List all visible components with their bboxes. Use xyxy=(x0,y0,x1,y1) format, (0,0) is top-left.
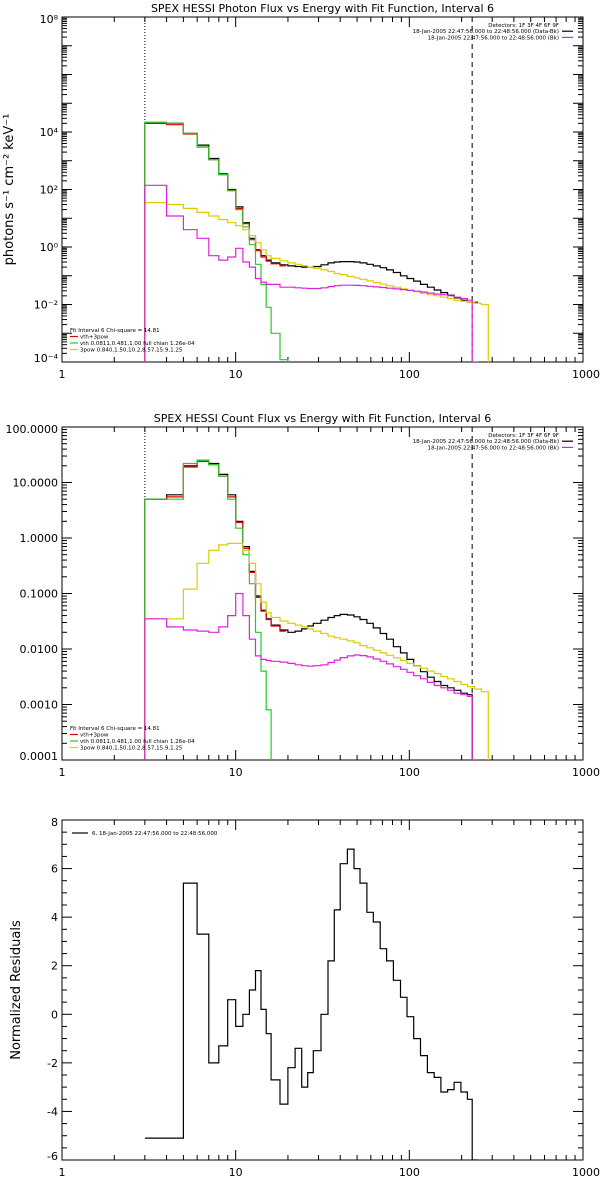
y-tick-label: 0.0100 xyxy=(20,643,59,656)
x-tick-label: 100 xyxy=(399,368,420,381)
fit-info-line: vth 0.0811,0.481,1.00 full chian 1.26e-0… xyxy=(80,341,195,347)
x-tick-label: 1000 xyxy=(572,1166,600,1179)
fit-info-line: Fit Interval 6 Chi-square = 14.81 xyxy=(70,328,160,334)
y-tick-label: 100.0000 xyxy=(6,423,59,436)
y-tick-label: 6 xyxy=(51,863,58,876)
y-axis-label: Normalized Residuals xyxy=(9,920,24,1060)
series-3pow xyxy=(144,542,489,760)
info-line: 18-Jan-2005 22:47:56.000 to 22:48:56.000… xyxy=(413,439,559,445)
x-tick-label: 1000 xyxy=(572,766,600,779)
x-tick-label: 100 xyxy=(399,766,420,779)
fit-info-line: vth 0.0811,0.481,1.00 full chian 1.26e-0… xyxy=(80,739,195,745)
y-tick-label: 10.0000 xyxy=(13,477,59,490)
series-vth-3pow xyxy=(144,460,286,760)
y-tick-label: -2 xyxy=(47,1057,58,1070)
chart-title: SPEX HESSI Photon Flux vs Energy with Fi… xyxy=(151,2,494,15)
x-tick-label: 1 xyxy=(59,1166,66,1179)
x-tick-label: 1 xyxy=(59,368,66,381)
y-tick-label: 10⁸ xyxy=(40,13,59,26)
y-tick-label: 4 xyxy=(51,911,58,924)
series-vth xyxy=(144,459,272,760)
plot-frame xyxy=(61,426,584,761)
x-tick-label: 10 xyxy=(229,1166,243,1179)
y-tick-label: -6 xyxy=(47,1150,58,1163)
series-3pow xyxy=(144,202,489,362)
info-line: 18-Jan-2005 22:47:56.000 to 22:48:56.000… xyxy=(413,29,559,35)
y-tick-label: 10² xyxy=(40,184,58,197)
fit-info-line: vth+3pow xyxy=(80,733,109,739)
x-tick-label: 1 xyxy=(59,766,66,779)
x-tick-label: 10 xyxy=(229,766,243,779)
x-tick-label: 100 xyxy=(399,1166,420,1179)
residuals-panel: 1 10 100 1000 -6 -4 -2 0 2 4 6 8 Normalized Residual… xyxy=(9,816,600,1179)
y-tick-label: 10⁴ xyxy=(40,126,59,139)
x-tick-label: 10 xyxy=(229,368,243,381)
y-axis-label: photons s⁻¹ cm⁻² keV⁻¹ xyxy=(2,114,17,266)
y-tick-label: 2 xyxy=(51,960,58,973)
chart-title: SPEX HESSI Count Flux vs Energy with Fit… xyxy=(154,412,491,425)
photon-flux-panel: 1 10 100 1000 10⁻⁴ 10⁻² 10⁰ 10² 10⁴ 10⁸ SPEX HESSI… xyxy=(2,2,600,381)
fit-info-line: Fit Interval 6 Chi-square = 14.81 xyxy=(70,726,160,732)
y-tick-label: 0.1000 xyxy=(20,588,59,601)
y-tick-label: 10⁻² xyxy=(34,299,58,312)
y-tick-label: 0 xyxy=(51,1008,58,1021)
series-data-bk xyxy=(144,122,478,362)
info-line: 18-Jan-2005 22:47:56.000 to 22:48:56.000… xyxy=(428,35,559,41)
fit-info-line: vth+3pow xyxy=(80,335,109,341)
fit-info-line: 3pow 0.840,1.50,10.2,8.57,15.9,1.25 xyxy=(80,348,183,354)
y-tick-label: -4 xyxy=(47,1105,58,1118)
info-line: Detectors: 1F 3F 4F 6F 9F xyxy=(488,433,559,439)
series-background xyxy=(144,592,478,760)
plot-frame xyxy=(61,819,584,1161)
series-background xyxy=(144,184,478,362)
series-vth xyxy=(144,121,289,362)
y-tick-label: 8 xyxy=(51,816,58,829)
info-line: 18-Jan-2005 22:47:56.000 to 22:48:56.000… xyxy=(428,445,559,451)
y-tick-label: 0.0001 xyxy=(20,750,59,763)
residual-legend-label: 6, 18-Jan-2005 22:47:56.000 to 22:48:56.… xyxy=(92,831,218,837)
fit-info-line: 3pow 0.840,1.50,10.2,8.57,15.9,1.25 xyxy=(80,746,183,752)
y-tick-label: 10⁰ xyxy=(40,241,59,254)
y-tick-label: 10⁻⁴ xyxy=(34,352,59,365)
plot-frame xyxy=(61,16,584,363)
series-data-bk xyxy=(144,459,478,760)
x-tick-label: 1000 xyxy=(572,368,600,381)
series-6-18-jan-2005-22-47-56-000-to-22-48-56-000 xyxy=(144,848,478,1160)
info-line: Detectors: 1F 3F 4F 6F 9F xyxy=(488,23,559,29)
y-tick-label: 0.0010 xyxy=(20,699,59,712)
count-flux-panel: 1 10 100 1000 0.0001 0.0010 0.0100 0.1000 1.0000… xyxy=(6,412,600,779)
y-tick-label: 1.0000 xyxy=(20,532,59,545)
